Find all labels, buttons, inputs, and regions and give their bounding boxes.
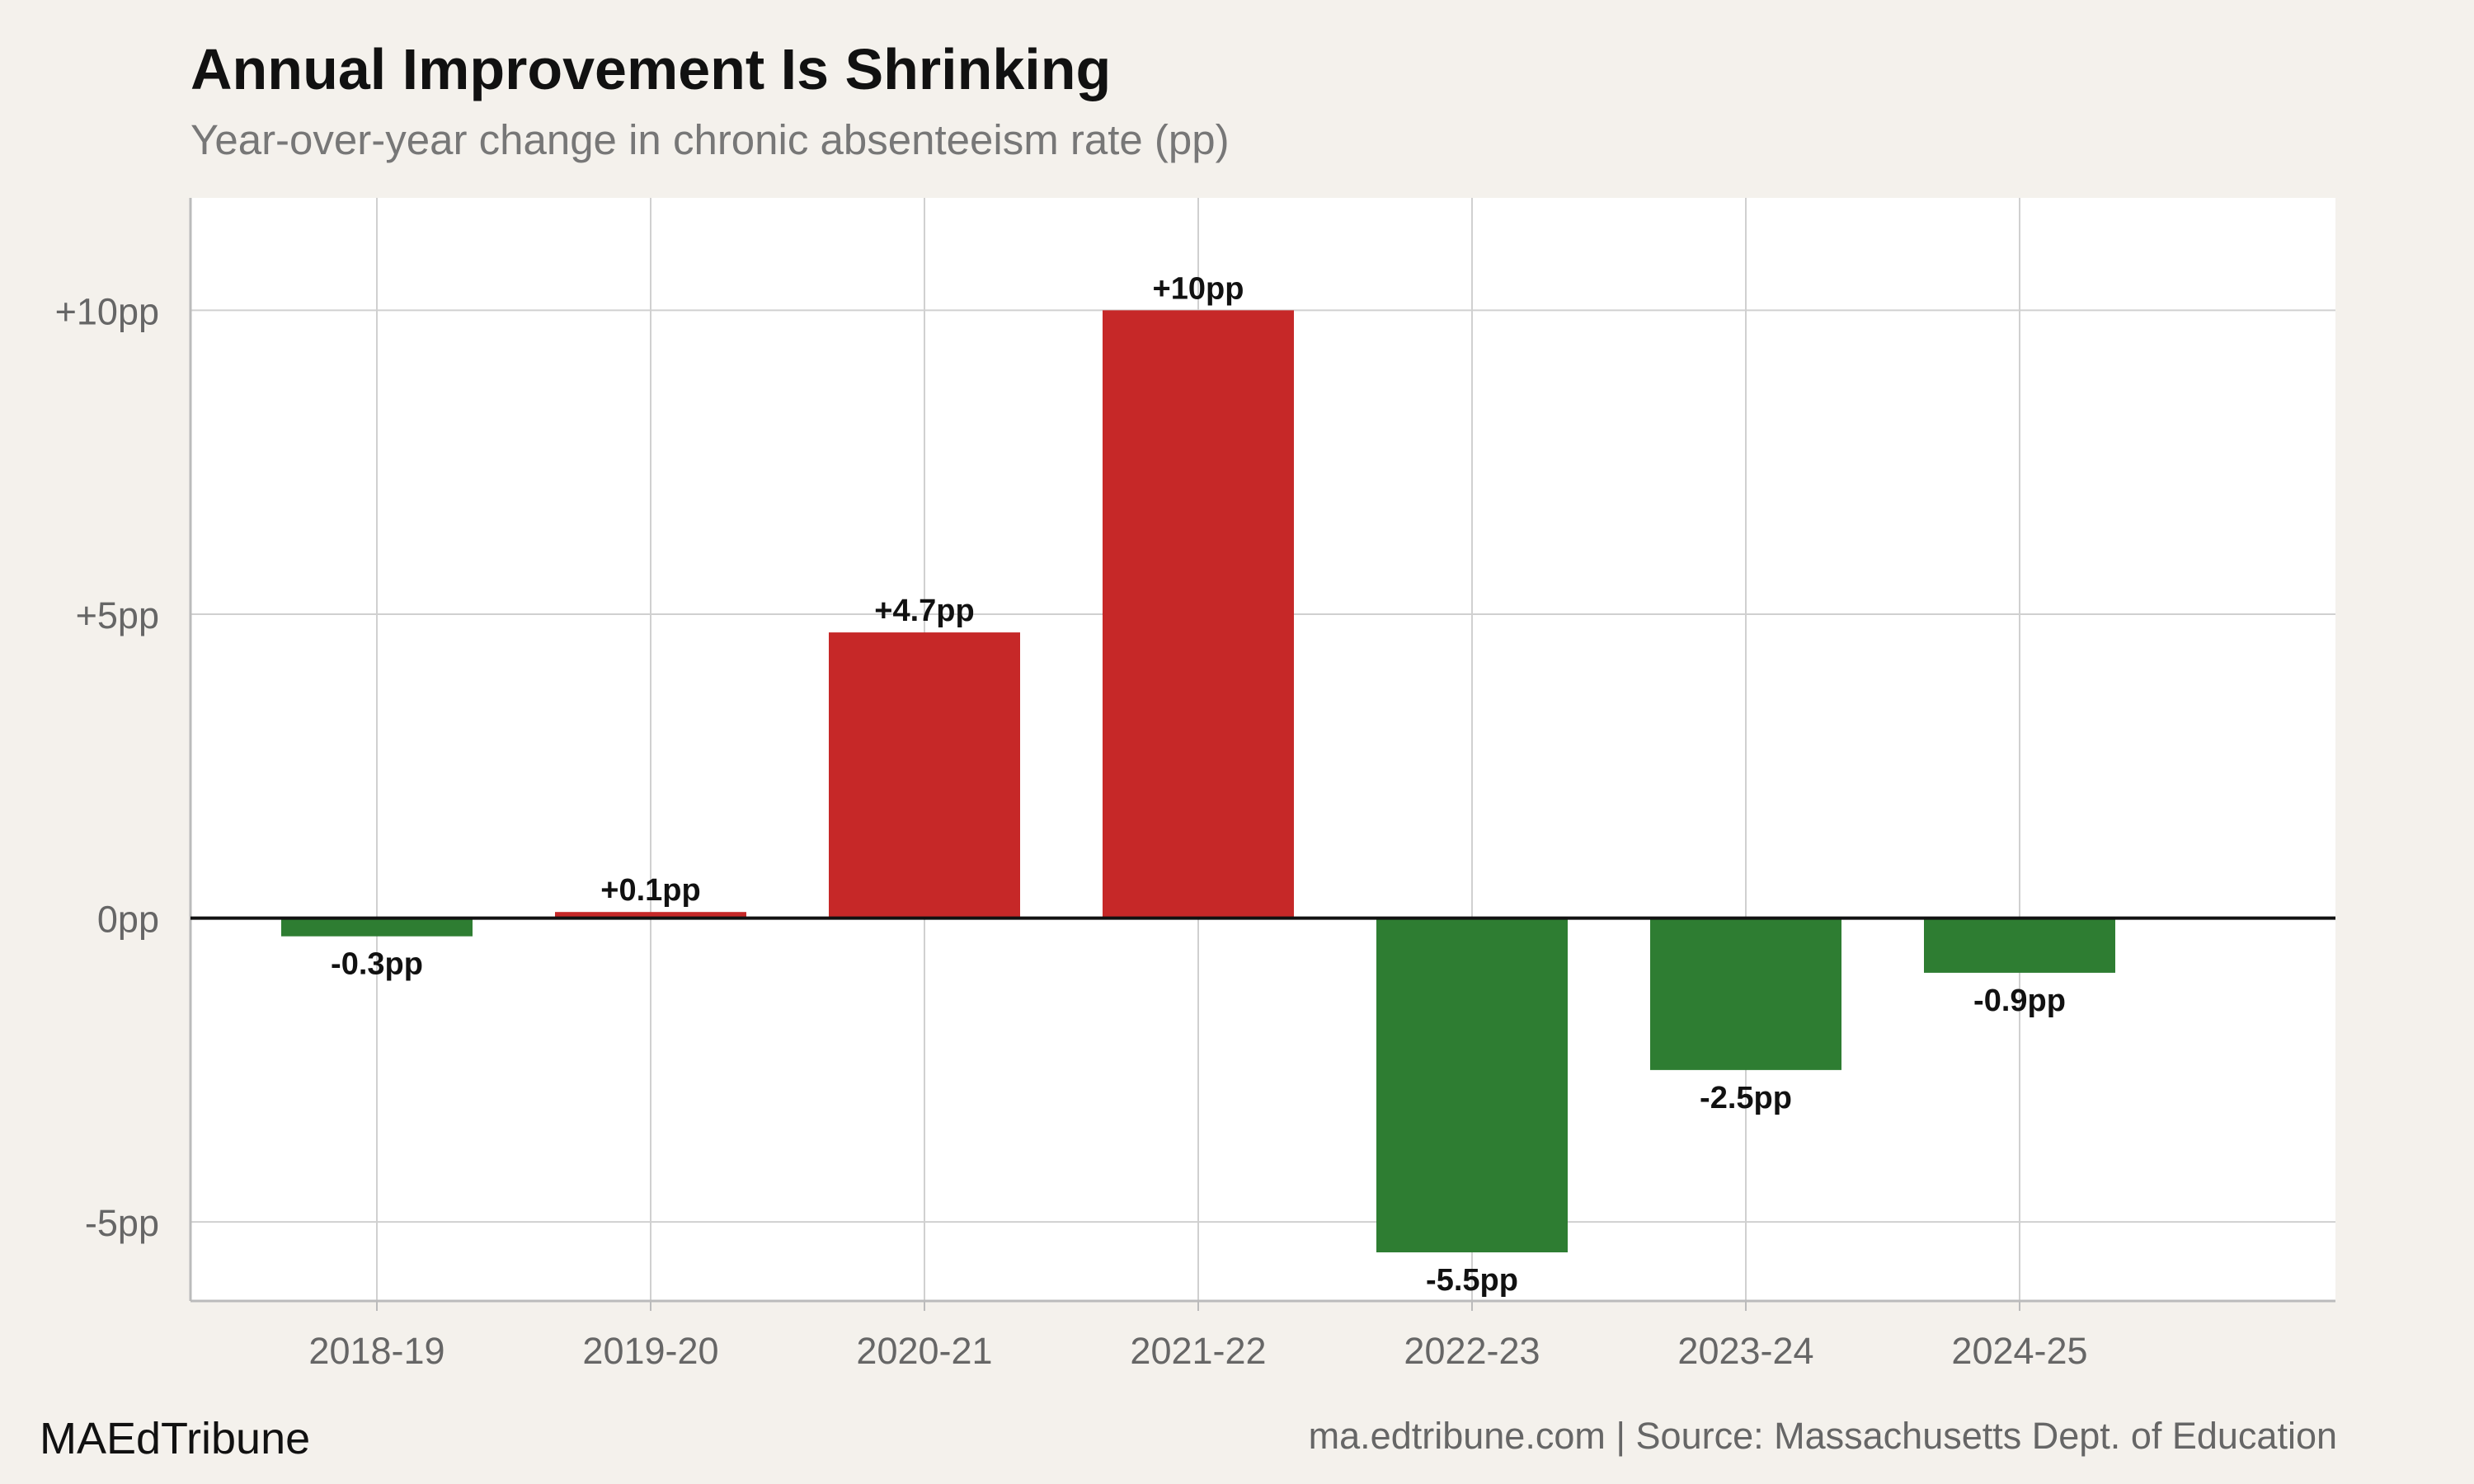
chart-title: Annual Improvement Is Shrinking <box>190 37 1112 101</box>
bars <box>281 310 2115 1253</box>
x-tick-label: 2023-24 <box>1677 1330 1813 1372</box>
y-tick-label: +10pp <box>55 290 159 332</box>
data-label: -0.3pp <box>331 947 423 982</box>
y-tick-label: -5pp <box>85 1202 159 1244</box>
bar <box>1924 918 2115 973</box>
grid-lines <box>190 198 2335 1301</box>
chart-subtitle: Year-over-year change in chronic absente… <box>190 116 1230 163</box>
y-tick-label: +5pp <box>76 594 159 636</box>
bar <box>1650 918 1841 1070</box>
bar <box>1103 310 1294 918</box>
bar <box>555 912 746 918</box>
x-tick-label: 2018-19 <box>308 1330 444 1372</box>
data-label: +0.1pp <box>600 873 700 908</box>
bar <box>1376 918 1568 1253</box>
axes: -5pp 0pp +5pp +10pp 2018-19 2019-20 2020-21 202… <box>55 198 2335 1372</box>
y-tick-label: 0pp <box>97 899 159 941</box>
brand-logo-text: MAEdTribune <box>40 1414 311 1463</box>
x-tick-label: 2022-23 <box>1404 1330 1540 1372</box>
data-label: -5.5pp <box>1426 1263 1518 1298</box>
data-labels: -0.3pp +0.1pp +4.7pp +10pp -5.5pp -2.5pp -0.9p… <box>331 271 2066 1298</box>
x-tick-label: 2019-20 <box>582 1330 718 1372</box>
bar <box>829 632 1020 918</box>
source-credit: ma.edtribune.com | Source: Massachusetts… <box>1308 1415 2337 1457</box>
bar <box>281 918 473 937</box>
data-label: +4.7pp <box>874 594 974 628</box>
x-tick-label: 2024-25 <box>1951 1330 2087 1372</box>
x-tick-label: 2021-22 <box>1130 1330 1266 1372</box>
data-label: +10pp <box>1153 271 1244 306</box>
data-label: -2.5pp <box>1700 1081 1792 1115</box>
x-tick-label: 2020-21 <box>856 1330 992 1372</box>
data-label: -0.9pp <box>1973 984 2066 1018</box>
